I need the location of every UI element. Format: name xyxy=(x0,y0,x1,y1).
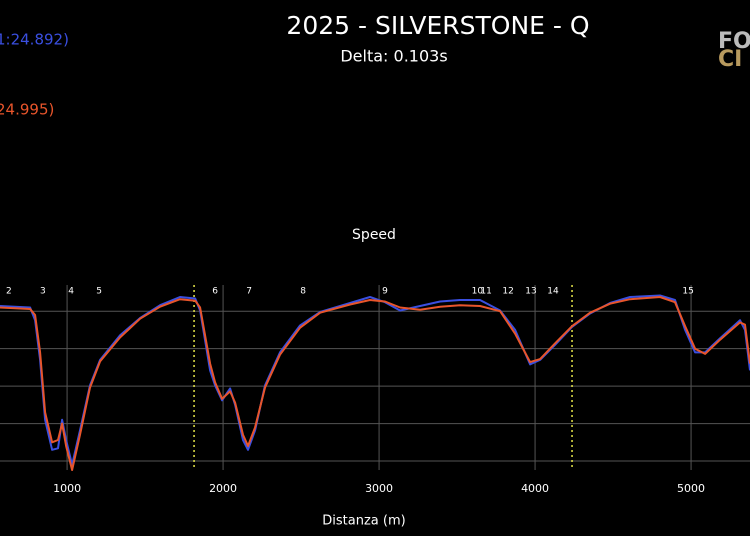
legend-entry: 1:24.892) xyxy=(0,31,69,49)
x-tick-label: 1000 xyxy=(53,482,81,495)
legend-entry: 24.995) xyxy=(0,101,54,119)
speed-line xyxy=(0,294,750,466)
corner-label: 3 xyxy=(40,287,46,297)
corner-label: 12 xyxy=(502,287,513,297)
x-tick-label: 2000 xyxy=(209,482,237,495)
corner-label: 11 xyxy=(480,287,491,297)
x-axis-label: Distanza (m) xyxy=(322,514,405,529)
logo-text: CI xyxy=(718,47,742,72)
speed-line xyxy=(0,296,750,471)
chart-title: 2025 - SILVERSTONE - Q xyxy=(286,11,589,40)
corner-label: 14 xyxy=(547,287,559,297)
corner-label: 10 xyxy=(472,287,484,297)
x-tick-label: 4000 xyxy=(521,482,549,495)
corner-label: 9 xyxy=(382,287,388,297)
x-tick-label: 3000 xyxy=(365,482,393,495)
x-tick-label: 5000 xyxy=(677,482,705,495)
logo-text: FO xyxy=(718,29,750,54)
corner-label: 2 xyxy=(6,287,12,297)
corner-label: 5 xyxy=(96,287,102,297)
corner-label: 15 xyxy=(682,287,693,297)
chart-subtitle: Delta: 0.103s xyxy=(340,47,447,66)
corner-label: 6 xyxy=(212,287,218,297)
plot-title: Speed xyxy=(352,227,396,243)
corner-label: 7 xyxy=(246,287,252,297)
corner-label: 4 xyxy=(68,287,74,297)
corner-label: 13 xyxy=(525,287,536,297)
corner-label: 8 xyxy=(300,287,306,297)
